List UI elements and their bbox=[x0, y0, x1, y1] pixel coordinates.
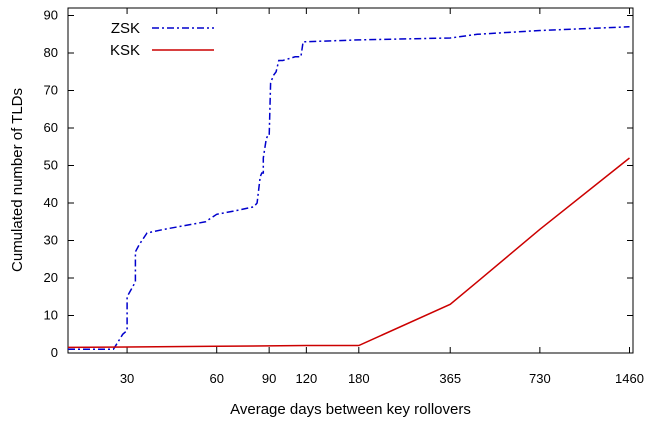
x-tick-label: 120 bbox=[296, 371, 318, 386]
x-tick-label: 365 bbox=[439, 371, 461, 386]
y-tick-label: 0 bbox=[51, 345, 58, 360]
series-line-zsk bbox=[68, 26, 630, 351]
y-tick-label: 70 bbox=[44, 83, 58, 98]
plot-frame bbox=[67, 7, 634, 354]
x-axis-label: Average days between key rollovers bbox=[230, 401, 471, 418]
y-tick-label: 90 bbox=[44, 8, 58, 23]
y-tick-label: 30 bbox=[44, 233, 58, 248]
x-tick-label: 60 bbox=[209, 371, 223, 386]
series-line-ksk bbox=[67, 157, 630, 349]
x-axis-ticks: 30 60 90 120 180 365 730 1460 bbox=[120, 8, 644, 386]
y-axis-label: Cumulated number of TLDs bbox=[9, 88, 26, 272]
legend-label-zsk: ZSK bbox=[111, 20, 140, 37]
y-tick-label: 60 bbox=[44, 120, 58, 135]
x-tick-label: 730 bbox=[529, 371, 551, 386]
x-tick-label: 180 bbox=[348, 371, 370, 386]
x-tick-label: 90 bbox=[262, 371, 276, 386]
legend-label-ksk: KSK bbox=[110, 42, 140, 59]
x-tick-label: 1460 bbox=[615, 371, 644, 386]
x-tick-label: 30 bbox=[120, 371, 134, 386]
legend: ZSK KSK bbox=[110, 20, 214, 59]
y-tick-label: 50 bbox=[44, 158, 58, 173]
y-tick-label: 20 bbox=[44, 270, 58, 285]
y-tick-label: 80 bbox=[44, 45, 58, 60]
y-tick-label: 10 bbox=[44, 308, 58, 323]
y-tick-label: 40 bbox=[44, 195, 58, 210]
y-axis-ticks: 0 10 20 30 40 50 60 70 80 90 bbox=[44, 8, 633, 360]
series-layer bbox=[67, 26, 630, 351]
